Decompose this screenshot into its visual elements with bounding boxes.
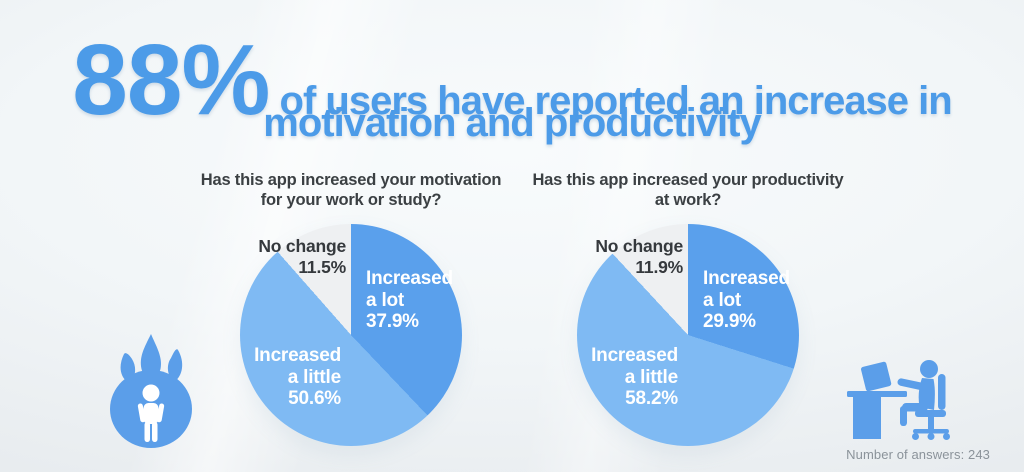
headline: 88% of users have reported an increase i… xyxy=(0,0,1024,150)
slice-label-no-change: No change 11.5% xyxy=(258,236,346,277)
chart-title-motivation: Has this app increased your motivation f… xyxy=(159,170,543,210)
pie-motivation xyxy=(240,224,462,446)
slice-value-no-change: 11.9% xyxy=(635,257,683,277)
slice-value-increased-a-little: 58.2% xyxy=(625,388,678,409)
slice-value-increased-a-lot: 37.9% xyxy=(366,311,419,332)
desk-worker-icon xyxy=(847,360,950,440)
slice-label-increased-a-little: Increased a little 58.2% xyxy=(591,345,678,409)
slice-value-increased-a-lot: 29.9% xyxy=(703,311,756,332)
headline-rest: of users have reported an increase in xyxy=(269,79,953,123)
slice-value-increased-a-little: 50.6% xyxy=(288,388,341,409)
slice-label-no-change: No change 11.9% xyxy=(595,236,683,277)
chart-title-motivation-line2: for your work or study? xyxy=(260,191,442,210)
slice-value-no-change: 11.5% xyxy=(298,257,346,277)
headline-stat: 88% xyxy=(72,24,270,136)
slice-label-increased-a-little: Increased a little 50.6% xyxy=(254,345,341,409)
slice-label-increased-a-lot: Increased a lot 37.9% xyxy=(366,268,453,332)
slice-label-increased-a-lot: Increased a lot 29.9% xyxy=(703,268,790,332)
flame-person-icon xyxy=(110,334,192,448)
pie-chart-productivity: Increased a lot 29.9% Increased a little… xyxy=(577,224,799,446)
chart-title-productivity-line1: Has this app increased your productivity xyxy=(532,171,844,189)
pie-productivity xyxy=(577,224,799,446)
pie-chart-motivation: Increased a lot 37.9% Increased a little… xyxy=(240,224,462,446)
headline-line2-text: motivation and productivity xyxy=(259,101,768,150)
chart-title-productivity: Has this app increased your productivity… xyxy=(496,170,880,210)
chart-title-motivation-line1: Has this app increased your motivation xyxy=(200,171,502,189)
chart-title-productivity-line2: at work? xyxy=(654,191,722,210)
answers-count-note: Number of answers: 243 xyxy=(846,447,990,462)
headline-line-1: 88% of users have reported an increase i… xyxy=(0,30,1024,130)
